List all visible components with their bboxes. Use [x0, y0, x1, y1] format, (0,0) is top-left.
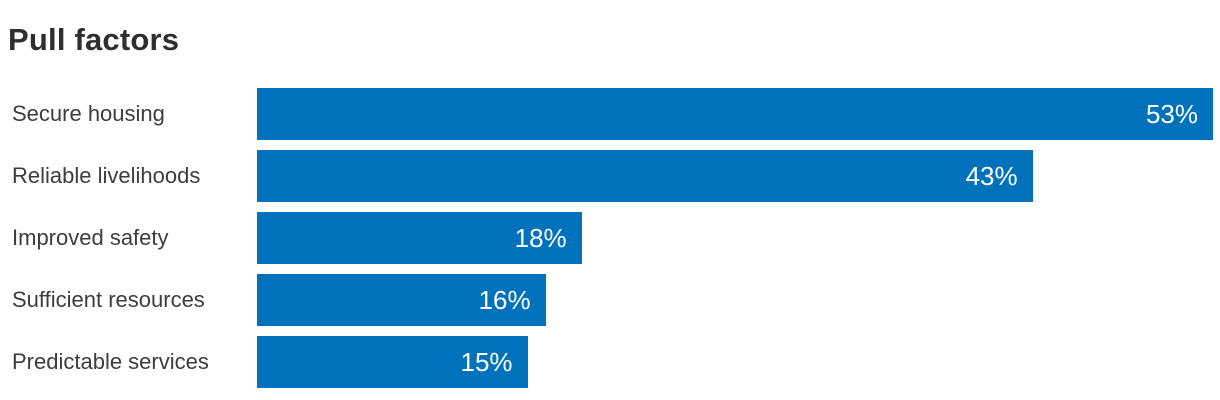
bar-row: Sufficient resources 16%	[0, 274, 1213, 326]
value-label: 53%	[1145, 99, 1198, 129]
chart-title: Pull factors	[8, 22, 180, 57]
value-label: 43%	[965, 161, 1018, 191]
bar-chart-rows: Secure housing 53% Reliable livelihoods …	[0, 88, 1213, 388]
category-label: Predictable services	[12, 349, 209, 374]
bar: 53%	[257, 88, 1213, 140]
bar-track: 15%	[257, 336, 1213, 388]
category-label: Reliable livelihoods	[12, 163, 201, 188]
value-label: 18%	[514, 223, 567, 253]
bar-row: Improved safety 18%	[0, 212, 1213, 264]
category-label: Sufficient resources	[12, 287, 205, 312]
bar: 16%	[257, 274, 546, 326]
bar-row: Predictable services 15%	[0, 336, 1213, 388]
category-label: Secure housing	[12, 101, 165, 126]
bar: 43%	[257, 150, 1033, 202]
bar-track: 16%	[257, 274, 1213, 326]
value-label: 16%	[478, 285, 531, 315]
bar-track: 18%	[257, 212, 1213, 264]
bar-track: 53%	[257, 88, 1213, 140]
bar: 15%	[257, 336, 528, 388]
category-label: Improved safety	[12, 225, 169, 250]
bar-row: Secure housing 53%	[0, 88, 1213, 140]
bar-track: 43%	[257, 150, 1213, 202]
value-label: 15%	[460, 347, 513, 377]
bar: 18%	[257, 212, 582, 264]
bar-row: Reliable livelihoods 43%	[0, 150, 1213, 202]
